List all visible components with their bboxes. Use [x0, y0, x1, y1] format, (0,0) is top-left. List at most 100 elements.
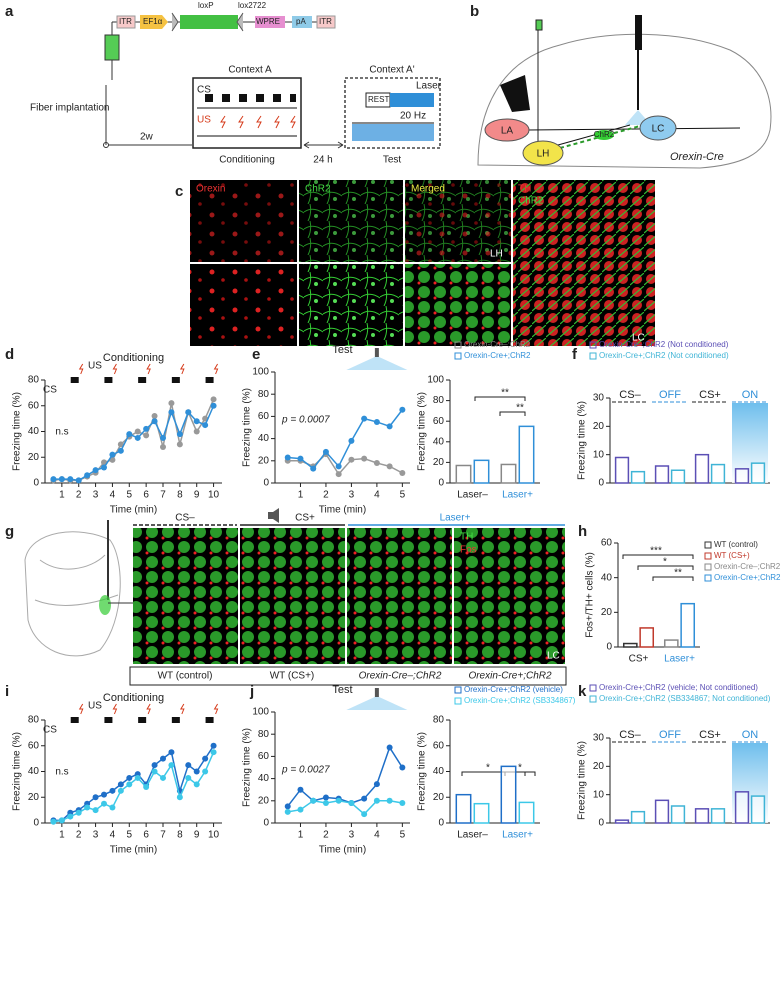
bar	[654, 465, 670, 484]
data-point	[168, 762, 175, 769]
mouse-label: Orexin-Cre	[670, 151, 724, 163]
panel-label: g	[5, 523, 14, 540]
series-line	[287, 800, 403, 816]
panel-label: k	[578, 683, 587, 700]
annotation: **	[501, 388, 509, 399]
data-point	[176, 441, 183, 448]
annotation: *	[518, 763, 522, 774]
x-tick-label: 2	[76, 830, 82, 841]
gene-box	[180, 15, 238, 29]
data-point	[399, 764, 406, 771]
data-point	[160, 755, 166, 762]
bar	[663, 639, 679, 648]
data-point	[202, 755, 209, 762]
data-point	[210, 749, 217, 756]
data-point	[58, 476, 65, 483]
y-tick-label: 80	[28, 715, 40, 726]
us-shock	[213, 703, 219, 715]
data-point	[185, 762, 192, 769]
legend-label: Orexin-Cre+;ChR2	[714, 573, 781, 582]
x-tick-label: Laser–	[457, 490, 488, 501]
data-point	[386, 463, 393, 470]
legend-swatch	[589, 684, 597, 692]
annotation: p = 0.0027	[281, 765, 330, 776]
region-label: LC	[652, 124, 665, 135]
data-point	[160, 434, 166, 441]
y-tick-label: 20	[601, 607, 613, 618]
us-shock	[146, 363, 151, 375]
data-point	[117, 447, 124, 454]
data-point	[361, 415, 368, 422]
x-axis-label: Time (min)	[110, 505, 157, 516]
vector-label: ITR	[319, 17, 332, 26]
data-point	[193, 781, 200, 788]
y-tick-label: 60	[28, 400, 40, 411]
micrograph-signal	[405, 264, 511, 346]
bar	[710, 808, 726, 824]
micrograph-signal	[190, 180, 297, 262]
legend-label: Orexin-Cre–;ChR2 (Not conditioned)	[599, 340, 729, 349]
category-label: OFF	[659, 729, 681, 741]
bar	[630, 470, 646, 484]
data-point	[101, 464, 107, 471]
lox-sites	[171, 12, 244, 32]
data-point	[50, 476, 57, 483]
data-point	[335, 471, 342, 478]
fiber-ferrule	[635, 15, 642, 50]
bar	[670, 469, 686, 484]
images-g: CS– CS+ Laser+ TH Fos LC WT (control) WT…	[24, 508, 567, 686]
annotation: *	[663, 557, 667, 568]
stain-label: ChR2	[305, 184, 331, 195]
freq-label: 20 Hz	[400, 111, 426, 122]
data-point	[101, 791, 107, 798]
bar	[473, 459, 490, 484]
legend-label: Orexin-Cre+;ChR2 (SB334867; Not conditio…	[599, 694, 771, 703]
category-label: CS–	[619, 729, 641, 741]
data-point	[310, 797, 317, 804]
stain-label: Orexin	[196, 184, 225, 195]
data-point	[386, 797, 393, 804]
lh-region	[522, 140, 564, 166]
annotation: p = 0.0007	[281, 415, 330, 426]
x-tick-label: 5	[400, 830, 406, 841]
chart-title: Test	[332, 684, 352, 696]
x-tick-label: 1	[298, 830, 304, 841]
us-block	[138, 717, 147, 723]
us-block	[171, 377, 180, 383]
data-point	[126, 781, 133, 788]
us-shock	[78, 703, 84, 715]
x-tick-label: 8	[177, 490, 183, 501]
virus-label: ChR2	[594, 130, 615, 139]
data-point	[399, 406, 406, 413]
data-point	[101, 800, 107, 807]
legend-label: Orexin-Cre+;ChR2 (vehicle)	[464, 685, 563, 694]
panel-label: e	[252, 346, 260, 363]
x-tick-label: CS+	[629, 654, 649, 665]
virus-site	[99, 595, 111, 615]
y-axis-label: Freezing time (%)	[577, 401, 588, 480]
bar	[622, 642, 638, 648]
la-region	[484, 118, 530, 142]
region-label: LA	[501, 126, 514, 137]
column-label: Orexin-Cre+;ChR2	[468, 671, 552, 682]
series-line	[287, 745, 403, 807]
y-tick-label: 60	[433, 740, 445, 751]
y-axis-label: Fos+/TH+ cells (%)	[585, 552, 596, 638]
data-point	[58, 817, 65, 824]
x-tick-label: Laser–	[457, 830, 488, 841]
bar	[518, 425, 535, 484]
amygdala-shape	[500, 75, 530, 112]
data-point	[134, 774, 141, 781]
data-point	[92, 794, 99, 801]
us-shock	[179, 703, 185, 715]
delay-label: 2w	[140, 132, 154, 143]
data-point	[373, 797, 380, 804]
x-tick-label: 8	[177, 830, 183, 841]
panel-label: b	[470, 3, 479, 20]
data-point	[143, 432, 150, 439]
y-tick-label: 60	[601, 538, 613, 549]
chart-title: Conditioning	[103, 352, 164, 364]
pa-box	[292, 16, 312, 28]
us-block	[205, 717, 214, 723]
virus-blob	[594, 130, 614, 140]
